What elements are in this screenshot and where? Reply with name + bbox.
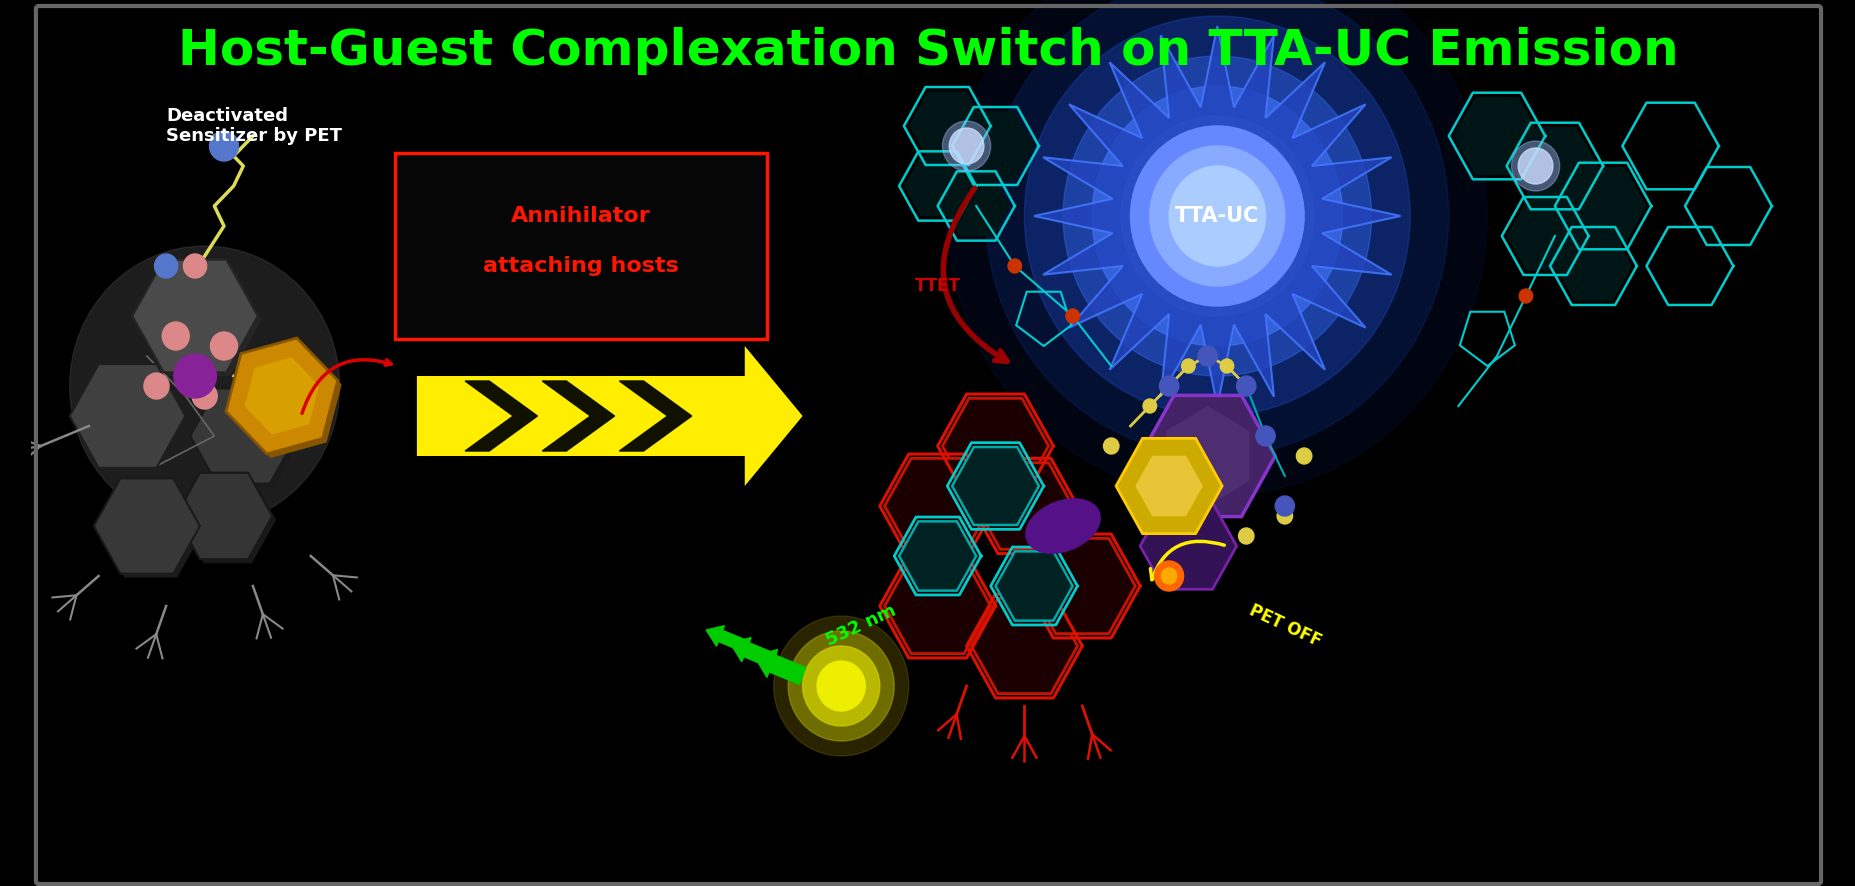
Text: Annihilator: Annihilator: [510, 206, 651, 226]
Circle shape: [774, 616, 909, 756]
Polygon shape: [245, 357, 319, 435]
FancyBboxPatch shape: [395, 153, 766, 339]
Ellipse shape: [1026, 499, 1100, 553]
Circle shape: [1182, 359, 1195, 373]
Polygon shape: [1135, 455, 1202, 517]
Polygon shape: [417, 346, 801, 486]
Polygon shape: [95, 478, 200, 573]
Polygon shape: [176, 473, 273, 559]
Polygon shape: [135, 264, 262, 377]
Circle shape: [1154, 561, 1183, 591]
Circle shape: [1161, 568, 1176, 584]
Polygon shape: [909, 91, 985, 160]
Circle shape: [1510, 141, 1558, 191]
Circle shape: [1237, 528, 1254, 544]
Polygon shape: [620, 381, 692, 451]
Circle shape: [1143, 399, 1156, 413]
Circle shape: [1235, 376, 1256, 396]
Text: TTET: TTET: [915, 277, 961, 295]
Polygon shape: [132, 260, 258, 372]
Polygon shape: [542, 381, 614, 451]
Polygon shape: [885, 558, 991, 654]
Circle shape: [1007, 259, 1020, 273]
Polygon shape: [1558, 167, 1645, 245]
Circle shape: [1065, 309, 1080, 323]
Polygon shape: [189, 388, 297, 484]
Circle shape: [948, 128, 983, 164]
Polygon shape: [230, 342, 341, 458]
Polygon shape: [970, 598, 1078, 694]
Circle shape: [1161, 379, 1176, 393]
Circle shape: [946, 0, 1486, 496]
Circle shape: [174, 354, 217, 398]
Polygon shape: [1115, 439, 1221, 533]
Polygon shape: [994, 551, 1072, 620]
Circle shape: [1024, 16, 1410, 416]
Circle shape: [1519, 289, 1532, 303]
Polygon shape: [1139, 395, 1274, 517]
Text: 532 nm: 532 nm: [822, 602, 898, 650]
Circle shape: [1104, 438, 1119, 454]
Circle shape: [210, 332, 237, 360]
Circle shape: [1063, 56, 1371, 376]
Polygon shape: [1165, 406, 1248, 506]
Circle shape: [145, 373, 169, 399]
FancyArrow shape: [729, 638, 775, 668]
Polygon shape: [466, 381, 538, 451]
Circle shape: [1517, 148, 1553, 184]
Polygon shape: [1030, 539, 1135, 633]
Circle shape: [1256, 426, 1274, 446]
Circle shape: [1150, 146, 1284, 286]
Circle shape: [1169, 166, 1265, 266]
Polygon shape: [1139, 502, 1235, 589]
Polygon shape: [957, 112, 1033, 181]
Circle shape: [154, 254, 178, 278]
Circle shape: [1159, 376, 1178, 396]
Polygon shape: [976, 462, 1072, 549]
Polygon shape: [903, 156, 970, 216]
Polygon shape: [942, 175, 1009, 237]
Polygon shape: [74, 368, 189, 472]
Circle shape: [210, 131, 237, 161]
FancyArrow shape: [753, 649, 805, 684]
Polygon shape: [226, 338, 338, 454]
Circle shape: [1274, 496, 1293, 516]
Polygon shape: [898, 521, 976, 591]
Circle shape: [788, 631, 894, 741]
Circle shape: [1200, 349, 1213, 363]
Circle shape: [801, 646, 879, 726]
Polygon shape: [1452, 97, 1540, 175]
Polygon shape: [885, 458, 991, 554]
Polygon shape: [1510, 127, 1597, 205]
Circle shape: [1295, 448, 1311, 464]
Text: TTA-UC: TTA-UC: [1174, 206, 1260, 226]
Circle shape: [1276, 508, 1291, 524]
Text: attaching hosts: attaching hosts: [482, 256, 679, 276]
Circle shape: [184, 254, 206, 278]
Text: PET OFF: PET OFF: [1245, 602, 1323, 650]
Text: Deactivated
Sensitizer by PET: Deactivated Sensitizer by PET: [167, 106, 341, 145]
Text: Host-Guest Complexation Switch on TTA-UC Emission: Host-Guest Complexation Switch on TTA-UC…: [178, 27, 1677, 75]
Polygon shape: [98, 482, 204, 578]
Polygon shape: [70, 364, 186, 468]
Circle shape: [193, 383, 217, 409]
Polygon shape: [1506, 201, 1582, 270]
Polygon shape: [1033, 26, 1401, 406]
Polygon shape: [942, 399, 1048, 494]
Circle shape: [942, 121, 991, 171]
Circle shape: [1091, 86, 1341, 346]
Circle shape: [161, 322, 189, 350]
Polygon shape: [180, 477, 276, 563]
Circle shape: [1196, 346, 1217, 366]
Polygon shape: [952, 447, 1039, 525]
Circle shape: [1219, 359, 1234, 373]
Circle shape: [1120, 116, 1313, 316]
Circle shape: [70, 246, 339, 526]
Polygon shape: [195, 392, 301, 487]
Circle shape: [816, 661, 864, 711]
FancyArrow shape: [705, 626, 746, 651]
Polygon shape: [1554, 231, 1631, 300]
Circle shape: [1130, 126, 1304, 306]
Circle shape: [985, 0, 1449, 456]
